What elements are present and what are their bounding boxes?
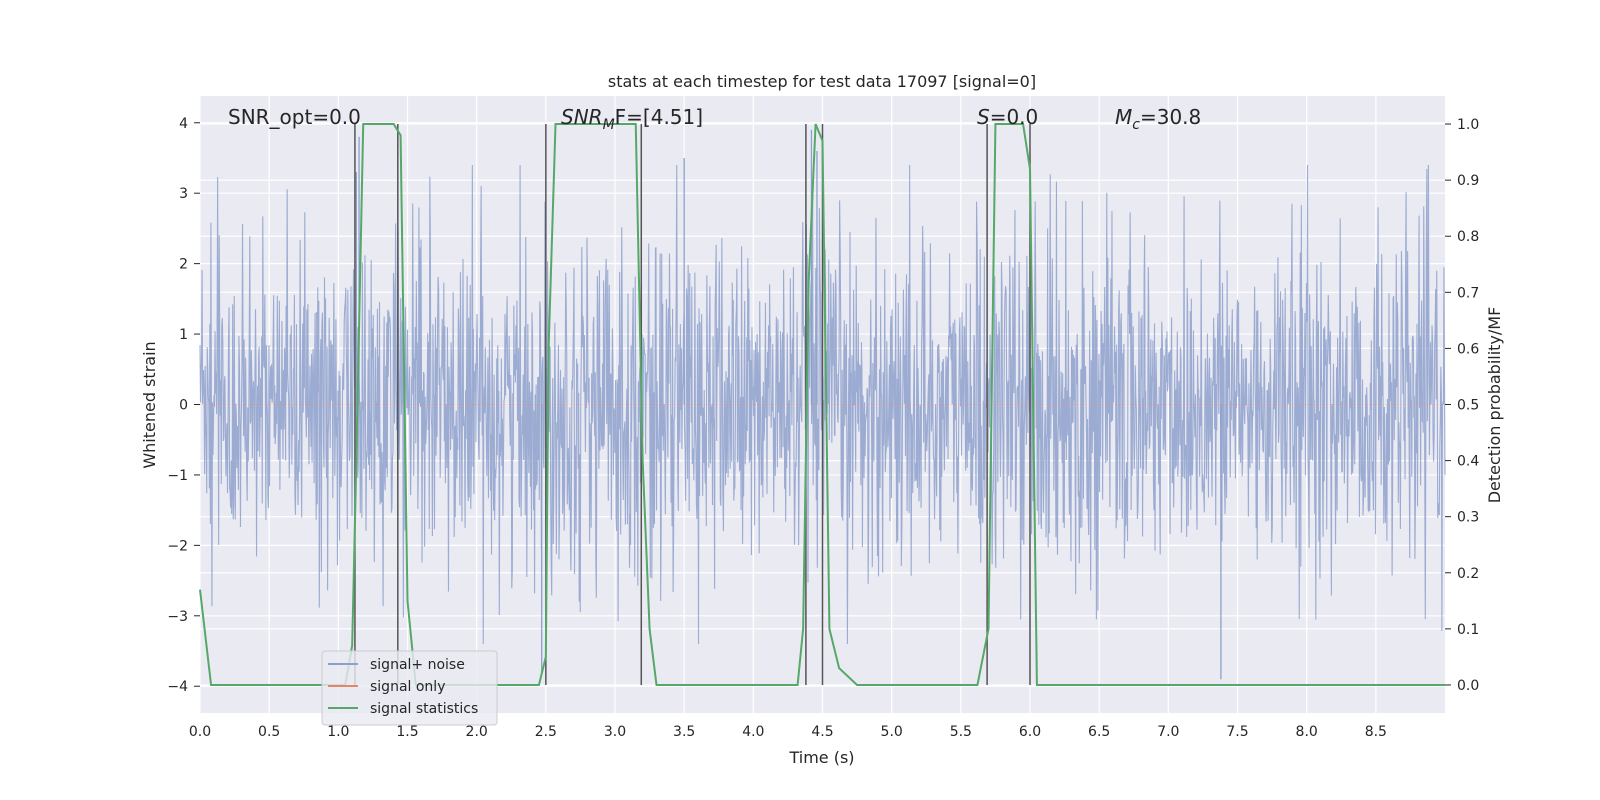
legend-label-signal-only: signal only xyxy=(370,679,445,695)
y-right-tick-label: 0.4 xyxy=(1457,454,1479,470)
y-left-tick-label: 0 xyxy=(179,398,188,414)
x-tick-label: 5.5 xyxy=(950,724,972,740)
y-left-tick-label: 1 xyxy=(179,327,188,343)
x-tick-label: 8.5 xyxy=(1365,724,1387,740)
y-right-tick-label: 0.5 xyxy=(1457,398,1479,414)
y-right-tick-label: 0.1 xyxy=(1457,622,1479,638)
y-left-tick-label: −3 xyxy=(167,609,188,625)
x-tick-label: 3.5 xyxy=(673,724,695,740)
series-signal-statistics xyxy=(199,123,1445,686)
x-tick-label: 7.5 xyxy=(1226,724,1248,740)
y-right-tick-label: 0.7 xyxy=(1457,285,1479,301)
x-tick-label: 4.0 xyxy=(742,724,764,740)
x-tick-label: 6.5 xyxy=(1088,724,1110,740)
plot-area xyxy=(199,123,1446,686)
x-tick-label: 1.5 xyxy=(396,724,418,740)
x-tick-label: 5.0 xyxy=(881,724,903,740)
x-tick-label: 0.5 xyxy=(258,724,280,740)
y-right-tick-label: 0.9 xyxy=(1457,173,1479,189)
annotation-mc-value: =30.8 xyxy=(1140,105,1201,129)
x-tick-label: 2.0 xyxy=(466,724,488,740)
legend-label-stats: signal statistics xyxy=(370,701,478,717)
y-right-tick-label: 1.0 xyxy=(1457,117,1479,133)
y-right-tick-label: 0.0 xyxy=(1457,678,1479,694)
legend-box xyxy=(321,650,498,726)
annotation-mc-subscript: c xyxy=(1132,117,1140,133)
annotation-snr-mf-value: F=[4.51] xyxy=(615,105,703,129)
x-tick-label: 1.0 xyxy=(327,724,349,740)
x-axis-label: Time (s) xyxy=(788,748,854,767)
annotation-snr-mf-subscript: M xyxy=(603,117,615,133)
y-left-tick-label: −2 xyxy=(167,538,188,554)
y-right-tick-label: 0.8 xyxy=(1457,229,1479,245)
annotation-s: S=0.0 xyxy=(977,105,1038,129)
chart-title: stats at each timestep for test data 170… xyxy=(608,72,1036,91)
annotation-mc-symbol: M xyxy=(1115,105,1132,129)
x-tick-label: 8.0 xyxy=(1296,724,1318,740)
y-left-tick-label: −1 xyxy=(167,468,188,484)
y-left-tick-label: 2 xyxy=(179,257,188,273)
x-tick-label: 7.0 xyxy=(1157,724,1179,740)
legend: signal+ noise signal only signal statist… xyxy=(321,650,498,726)
y-right-tick-label: 0.6 xyxy=(1457,341,1479,357)
y-axis-right-label: Detection probability/MF xyxy=(1485,307,1504,504)
x-tick-label: 2.5 xyxy=(535,724,557,740)
y-axis-left-label: Whitened strain xyxy=(140,341,159,468)
annotation-snr-mf-symbol: SNR xyxy=(561,105,603,129)
y-right-tick-label: 0.3 xyxy=(1457,510,1479,526)
annotation-mc: Mc=30.8 xyxy=(1115,105,1201,133)
annotation-s-value: =0.0 xyxy=(990,105,1039,129)
x-tick-label: 3.0 xyxy=(604,724,626,740)
y-left-tick-label: 4 xyxy=(179,116,188,132)
x-tick-label: 4.5 xyxy=(811,724,833,740)
x-tick-label: 0.0 xyxy=(189,724,211,740)
axes: 0.0 0.5 1.0 1.5 2.0 2.5 3.0 3.5 4.0 4.5 5.0 5.5 6.0 6… xyxy=(167,116,1479,740)
legend-label-noise: signal+ noise xyxy=(370,657,465,673)
y-left-tick-label: 3 xyxy=(179,186,188,202)
annotation-snr-opt: SNR_opt=0.0 xyxy=(228,105,361,129)
annotation-snr-mf: SNRMF=[4.51] xyxy=(561,105,703,133)
y-left-tick-label: −4 xyxy=(167,679,188,695)
annotation-s-symbol: S xyxy=(977,105,990,129)
y-right-tick-label: 0.2 xyxy=(1457,566,1479,582)
x-tick-label: 6.0 xyxy=(1019,724,1041,740)
